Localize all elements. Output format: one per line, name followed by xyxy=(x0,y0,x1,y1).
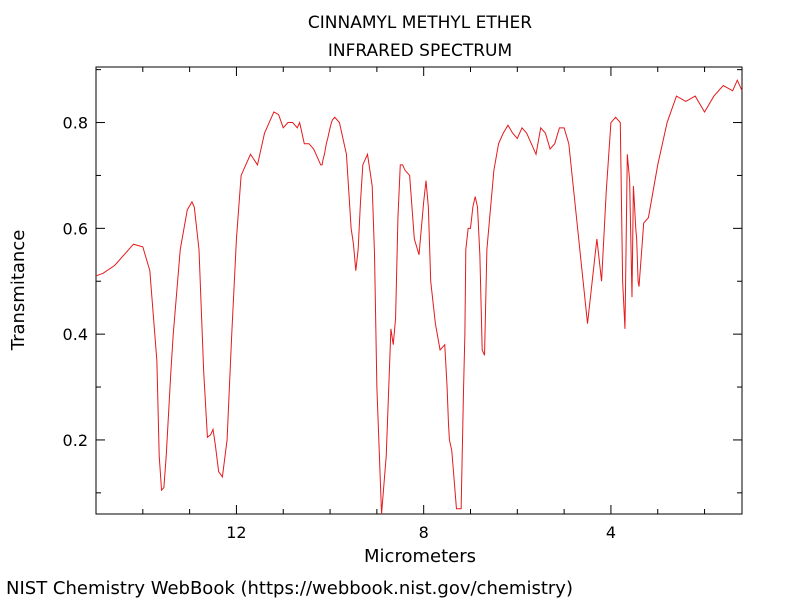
x-tick-label: 4 xyxy=(606,523,616,542)
y-tick-label: 0.6 xyxy=(63,219,88,238)
y-tick-label: 0.4 xyxy=(63,325,88,344)
chart-title-line-2: INFRARED SPECTRUM xyxy=(328,41,512,61)
source-credit: NIST Chemistry WebBook (https://webbook.… xyxy=(6,578,573,599)
x-axis-label: Micrometers xyxy=(364,546,476,567)
y-axis-label: Transmitance xyxy=(8,230,29,352)
y-tick-label: 0.2 xyxy=(63,431,88,450)
axis-tick-labels: 12 8 4 0.2 0.4 0.6 0.8 xyxy=(63,114,616,542)
axis-ticks xyxy=(96,67,742,514)
x-tick-label: 8 xyxy=(419,523,429,542)
plot-area-frame xyxy=(96,67,742,514)
x-tick-label: 12 xyxy=(226,523,246,542)
y-tick-label: 0.8 xyxy=(63,114,88,133)
spectrum-line xyxy=(96,80,742,514)
chart-title-line-1: CINNAMYL METHYL ETHER xyxy=(308,13,532,33)
